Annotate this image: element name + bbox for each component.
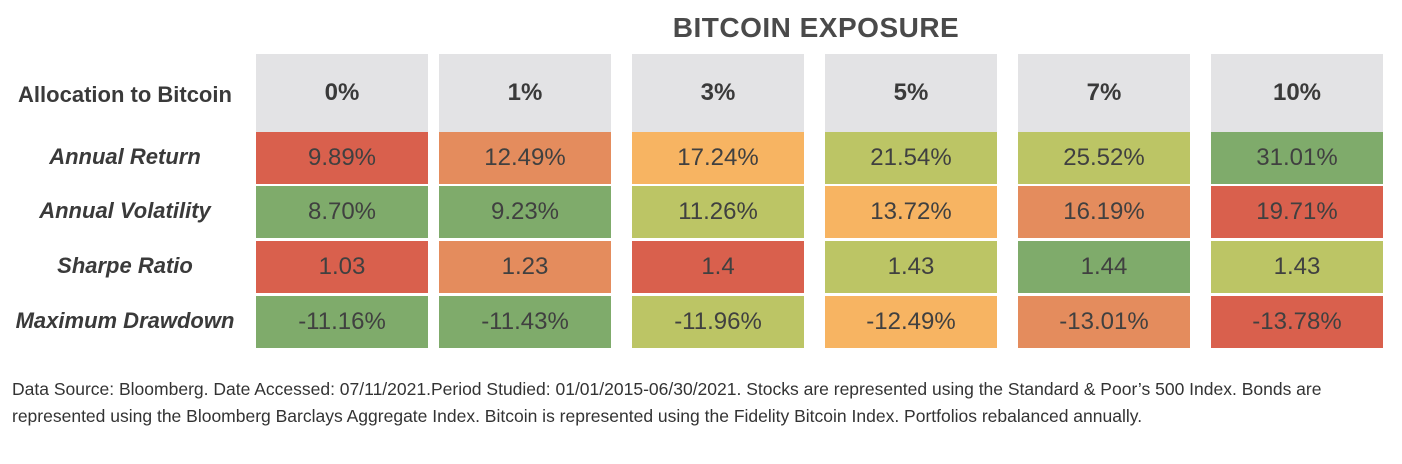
table-cell: 1.4	[632, 241, 804, 293]
table-cell: 9.89%	[256, 132, 428, 184]
table-cell: 11.26%	[632, 186, 804, 238]
table-cell: 8.70%	[256, 186, 428, 238]
chart-title: BITCOIN EXPOSURE	[672, 12, 960, 43]
row-label-annual-return: Annual Return	[49, 144, 201, 169]
table-cell: 1.23	[439, 241, 611, 293]
column-header: 10%	[1211, 54, 1383, 132]
table-cell: 12.49%	[439, 132, 611, 184]
column-header: 7%	[1018, 54, 1190, 132]
table-cell: 17.24%	[632, 132, 804, 184]
table-cell: -11.43%	[439, 296, 611, 348]
column-header: 5%	[825, 54, 997, 132]
table-cell: 31.01%	[1211, 132, 1383, 184]
table-cell: 1.43	[825, 241, 997, 293]
table-cell: -13.78%	[1211, 296, 1383, 348]
table-cell: 1.03	[256, 241, 428, 293]
table-cell: 19.71%	[1211, 186, 1383, 238]
column-header: 3%	[632, 54, 804, 132]
row-header-label: Allocation to Bitcoin	[18, 82, 232, 107]
table-cell: 9.23%	[439, 186, 611, 238]
table-cell: -11.16%	[256, 296, 428, 348]
column-header: 1%	[439, 54, 611, 132]
table-cell: 21.54%	[825, 132, 997, 184]
table-cell: -11.96%	[632, 296, 804, 348]
table-cell: -13.01%	[1018, 296, 1190, 348]
data-source-footnote: Data Source: Bloomberg. Date Accessed: 0…	[12, 379, 1322, 426]
row-label-maximum-drawdown: Maximum Drawdown	[15, 308, 235, 333]
table-cell: -12.49%	[825, 296, 997, 348]
row-label-sharpe-ratio: Sharpe Ratio	[57, 253, 193, 278]
table-cell: 13.72%	[825, 186, 997, 238]
column-header: 0%	[256, 54, 428, 132]
table-cell: 16.19%	[1018, 186, 1190, 238]
row-label-annual-volatility: Annual Volatility	[39, 198, 211, 223]
table-cell: 1.44	[1018, 241, 1190, 293]
table-cell: 1.43	[1211, 241, 1383, 293]
table-cell: 25.52%	[1018, 132, 1190, 184]
